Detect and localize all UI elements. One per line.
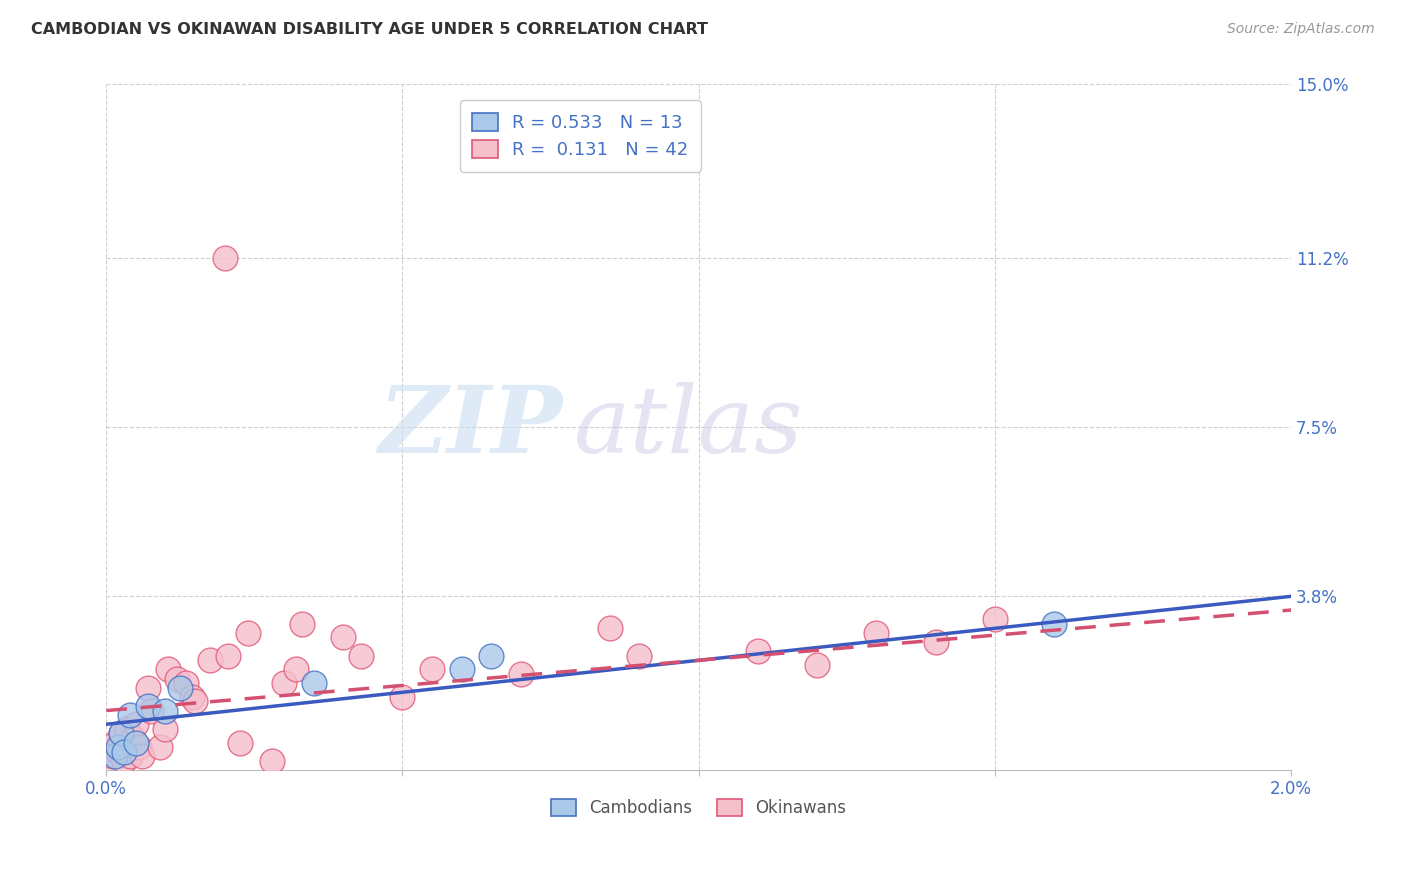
Point xyxy=(391,690,413,704)
Point xyxy=(865,626,887,640)
Point xyxy=(450,663,472,677)
Point xyxy=(1043,616,1066,631)
Point xyxy=(806,657,828,672)
Point xyxy=(479,648,502,663)
Point xyxy=(104,749,127,764)
Point xyxy=(110,726,132,740)
Text: atlas: atlas xyxy=(574,382,804,472)
Point xyxy=(118,749,141,764)
Point xyxy=(174,676,197,690)
Point xyxy=(136,698,159,713)
Point xyxy=(214,251,236,265)
Point xyxy=(98,740,121,755)
Legend: Cambodians, Okinawans: Cambodians, Okinawans xyxy=(544,792,853,823)
Point xyxy=(228,735,250,749)
Point xyxy=(125,717,148,731)
Point xyxy=(104,735,127,749)
Point xyxy=(238,626,260,640)
Point xyxy=(115,722,138,736)
Point xyxy=(747,644,769,658)
Point xyxy=(273,676,295,690)
Text: CAMBODIAN VS OKINAWAN DISABILITY AGE UNDER 5 CORRELATION CHART: CAMBODIAN VS OKINAWAN DISABILITY AGE UND… xyxy=(31,22,709,37)
Point xyxy=(420,663,443,677)
Text: Source: ZipAtlas.com: Source: ZipAtlas.com xyxy=(1227,22,1375,37)
Point xyxy=(510,667,533,681)
Point xyxy=(350,648,373,663)
Point xyxy=(148,740,170,755)
Point xyxy=(125,735,148,749)
Point xyxy=(157,663,180,677)
Point xyxy=(122,731,145,745)
Point xyxy=(302,676,325,690)
Point xyxy=(217,648,239,663)
Point xyxy=(155,722,177,736)
Point xyxy=(118,708,141,723)
Point xyxy=(107,740,129,755)
Point xyxy=(166,672,188,686)
Point xyxy=(112,754,135,768)
Point xyxy=(136,681,159,695)
Point xyxy=(184,694,207,708)
Point xyxy=(284,663,307,677)
Point xyxy=(198,653,221,667)
Point xyxy=(112,745,135,759)
Point xyxy=(169,681,191,695)
Point xyxy=(107,745,129,759)
Point xyxy=(181,690,204,704)
Point xyxy=(291,616,314,631)
Point xyxy=(984,612,1007,626)
Point xyxy=(599,621,621,635)
Point xyxy=(131,749,153,764)
Point xyxy=(925,635,948,649)
Point xyxy=(332,631,354,645)
Point xyxy=(155,704,177,718)
Point xyxy=(128,740,150,755)
Point xyxy=(110,726,132,740)
Point xyxy=(139,704,162,718)
Point xyxy=(101,749,124,764)
Point xyxy=(628,648,651,663)
Point xyxy=(262,754,284,768)
Text: ZIP: ZIP xyxy=(378,382,562,472)
